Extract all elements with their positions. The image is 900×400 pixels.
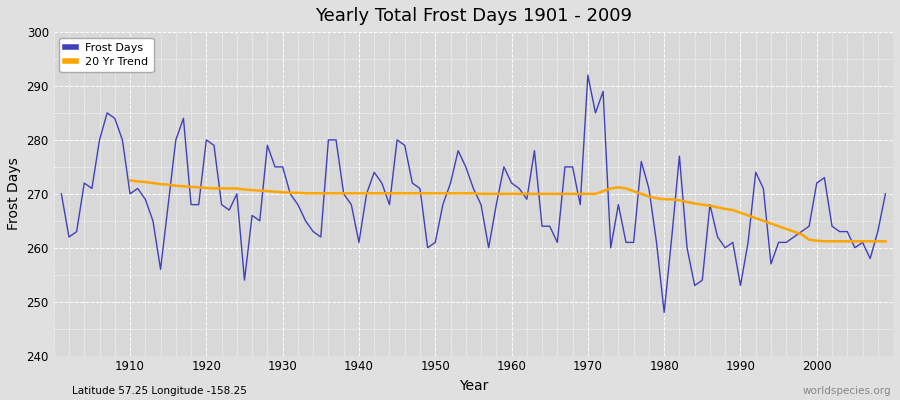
20 Yr Trend: [124, 178, 135, 183]
Frost Days: [606, 245, 616, 250]
Line: Frost Days: Frost Days: [61, 75, 886, 312]
Text: Latitude 57.25 Longitude -158.25: Latitude 57.25 Longitude -158.25: [72, 386, 247, 396]
20 Yr Trend: [880, 239, 891, 244]
20 Yr Trend: [819, 239, 830, 244]
20 Yr Trend: [300, 191, 310, 196]
Frost Days: [285, 192, 296, 196]
Frost Days: [659, 310, 670, 315]
Frost Days: [582, 73, 593, 78]
Line: 20 Yr Trend: 20 Yr Trend: [130, 180, 886, 241]
Title: Yearly Total Frost Days 1901 - 2009: Yearly Total Frost Days 1901 - 2009: [315, 7, 632, 25]
20 Yr Trend: [826, 239, 837, 244]
20 Yr Trend: [850, 239, 860, 244]
Frost Days: [499, 164, 509, 169]
20 Yr Trend: [575, 192, 586, 196]
Frost Days: [506, 181, 517, 186]
Y-axis label: Frost Days: Frost Days: [7, 158, 21, 230]
Frost Days: [330, 138, 341, 142]
20 Yr Trend: [514, 192, 525, 196]
Frost Days: [117, 138, 128, 142]
Text: worldspecies.org: worldspecies.org: [803, 386, 891, 396]
Legend: Frost Days, 20 Yr Trend: Frost Days, 20 Yr Trend: [59, 38, 154, 72]
20 Yr Trend: [270, 189, 281, 194]
Frost Days: [56, 192, 67, 196]
Frost Days: [880, 192, 891, 196]
X-axis label: Year: Year: [459, 379, 488, 393]
